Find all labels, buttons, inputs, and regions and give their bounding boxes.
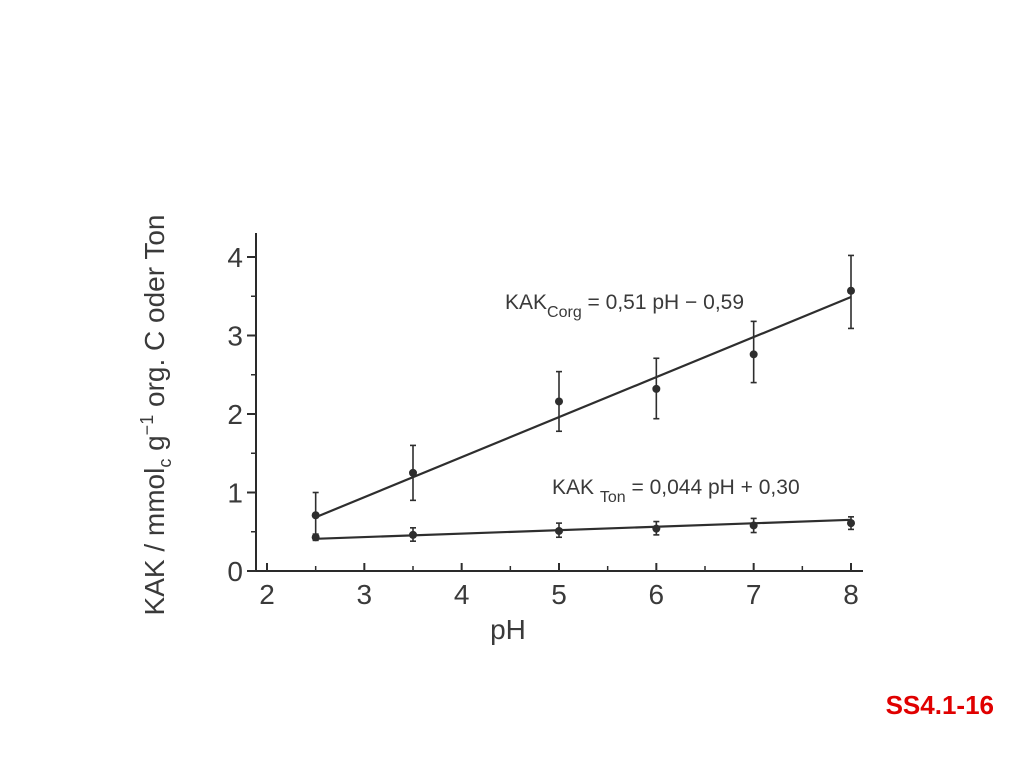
data-point-corg: [311, 511, 320, 520]
x-tick-label: 6: [649, 579, 665, 610]
equation-ton: KAK Ton = 0,044 pH + 0,30: [552, 476, 800, 506]
data-point-corg: [749, 350, 758, 359]
y-tick-label: 3: [227, 321, 243, 352]
x-tick-label: 4: [454, 579, 470, 610]
data-point-ton: [555, 526, 563, 535]
data-point-corg: [555, 397, 563, 406]
x-axis-label: pH: [490, 614, 526, 645]
data-point-ton: [652, 524, 661, 533]
x-tick-label: 3: [357, 579, 373, 610]
y-tick-label: 1: [227, 478, 243, 509]
fit-lines: [315, 296, 852, 540]
data-point-ton: [311, 533, 320, 542]
slide-label: SS4.1-16: [885, 690, 994, 720]
data-point-ton: [749, 521, 758, 530]
data-points: [311, 254, 855, 542]
data-point-corg: [847, 286, 855, 295]
y-axis-label: KAK / mmolc g−1 org. C oder Ton: [137, 215, 175, 616]
y-tick-label: 0: [227, 556, 243, 587]
data-point-corg: [409, 468, 417, 477]
x-tick-label: 8: [843, 579, 859, 610]
x-tick-label: 7: [746, 579, 762, 610]
data-point-ton: [847, 519, 855, 528]
axis-ticks: 2 3 4 5 6 7 8 0 1 2 3 4: [227, 242, 858, 610]
equation-corg: KAKCorg = 0,51 pH − 0,59: [505, 291, 744, 321]
y-tick-label: 2: [227, 399, 243, 430]
data-point-corg: [652, 384, 661, 393]
x-tick-label: 5: [551, 579, 567, 610]
fit-line-ton: [315, 518, 852, 540]
x-tick-label: 2: [259, 579, 275, 610]
fit-line-corg: [315, 296, 852, 519]
y-tick-label: 4: [227, 242, 243, 273]
data-point-ton: [409, 530, 417, 539]
